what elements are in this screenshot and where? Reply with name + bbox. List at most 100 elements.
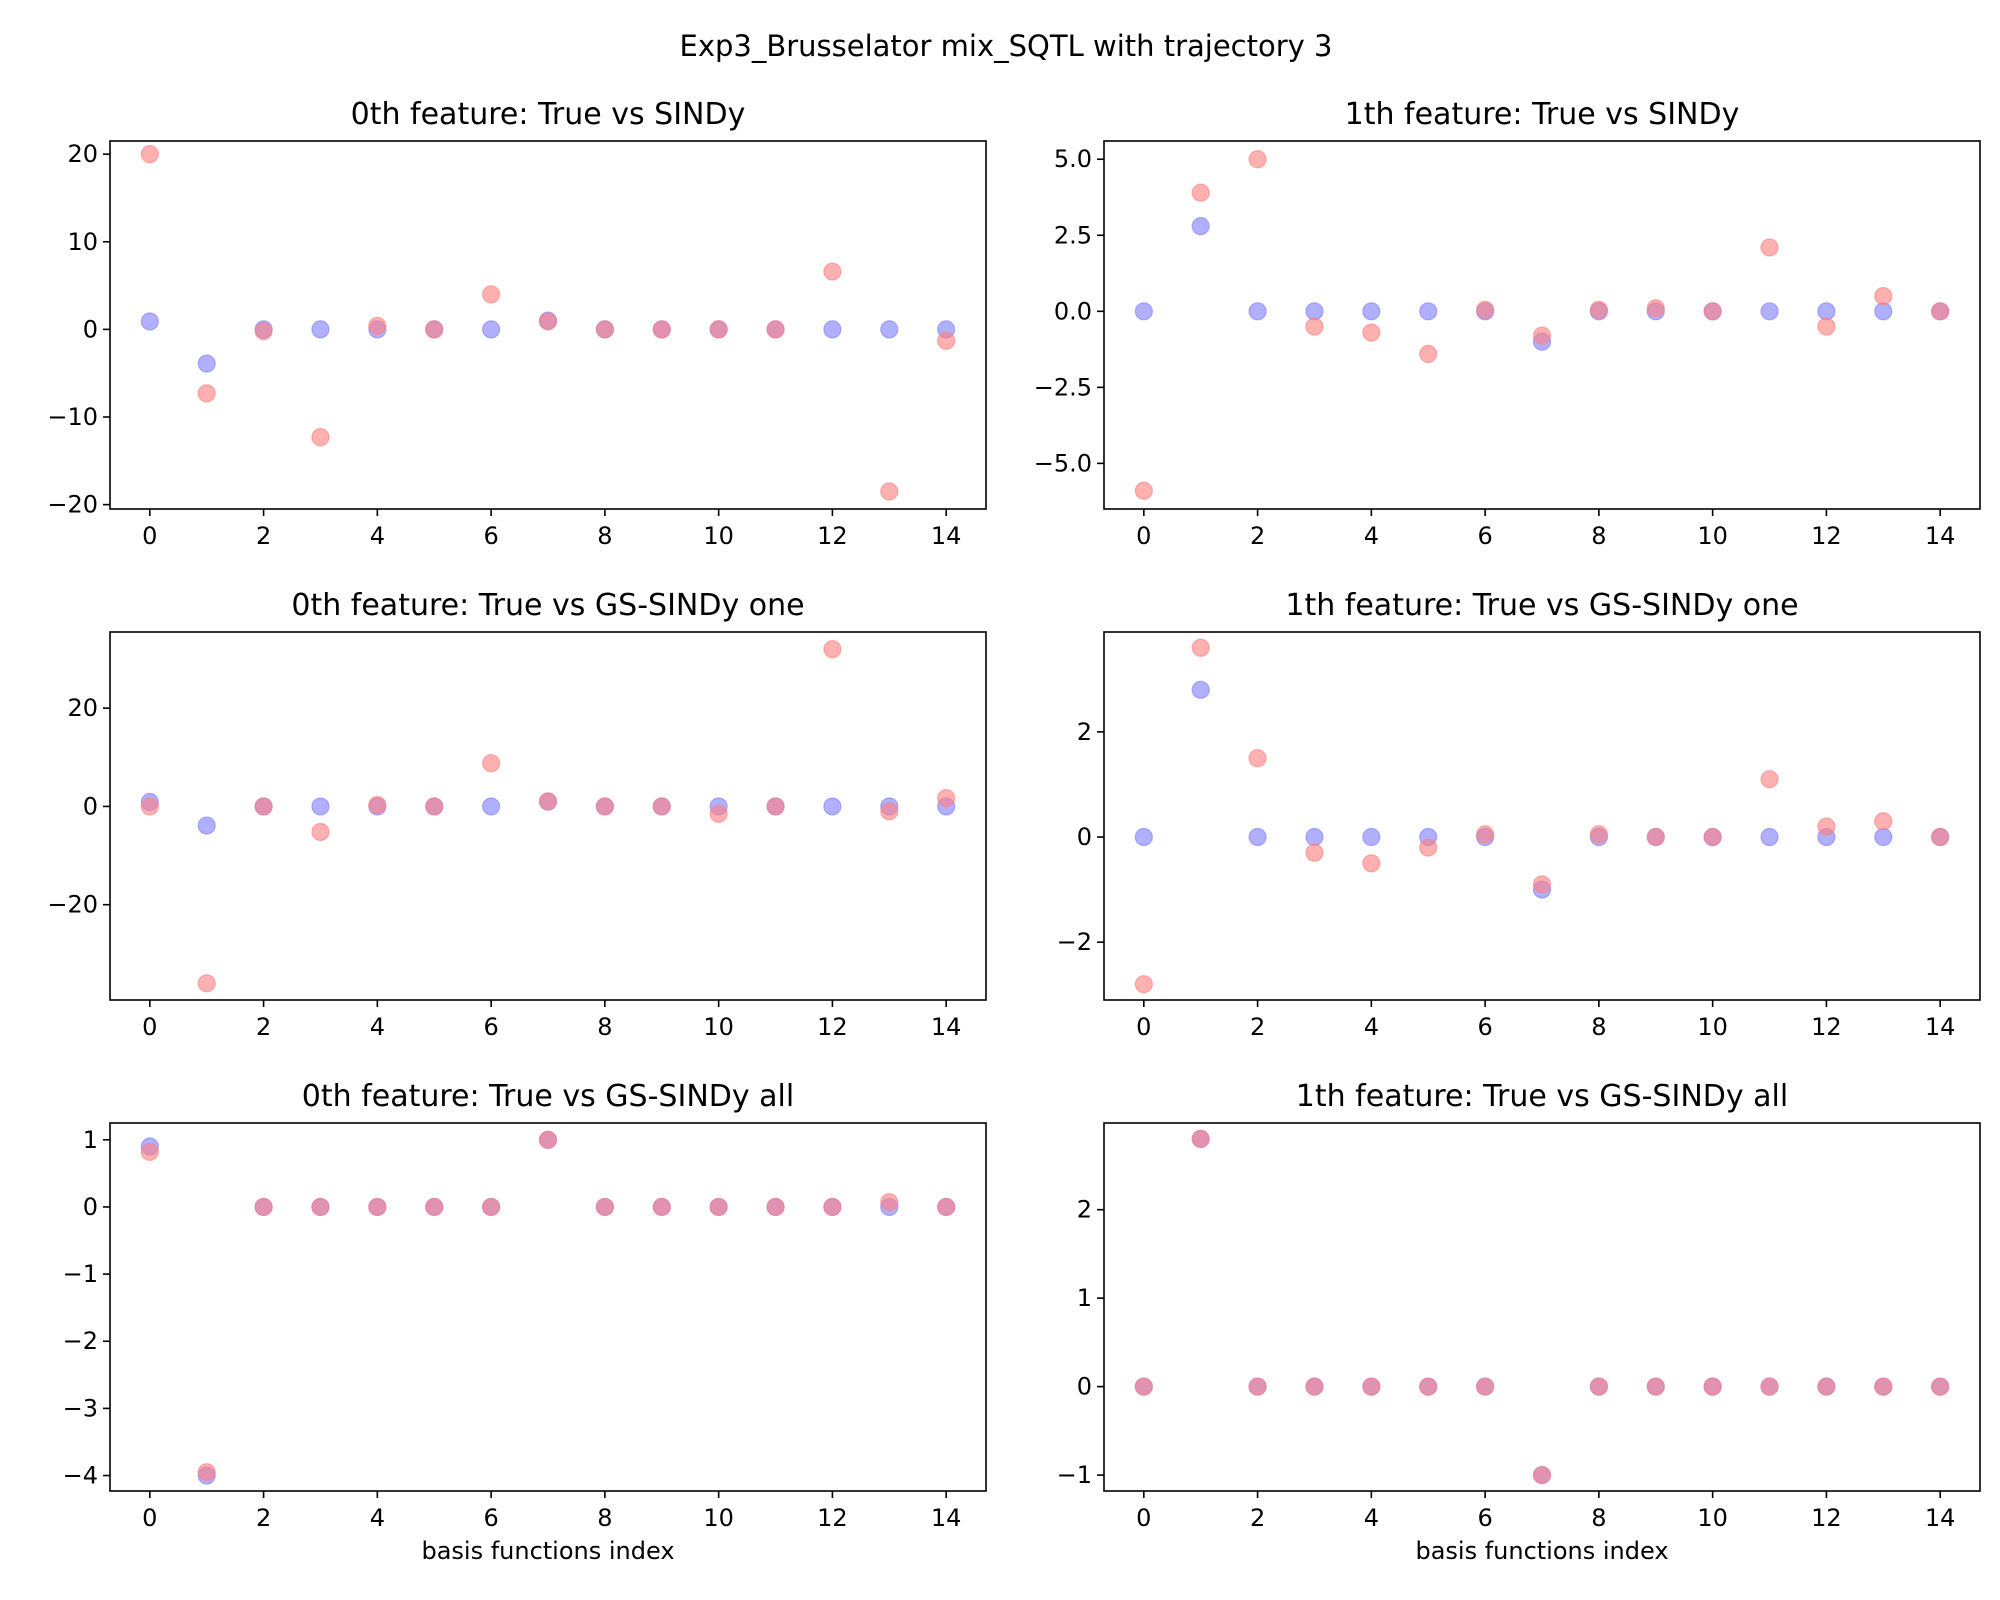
y-tick-label: −1 (1057, 1461, 1092, 1489)
data-point (709, 320, 728, 339)
data-point (766, 797, 785, 816)
x-tick-label: 6 (483, 1013, 498, 1041)
x-tick-label: 4 (370, 1013, 385, 1041)
data-point (1817, 302, 1836, 321)
axes-frame (1103, 631, 1981, 1001)
data-point (1760, 302, 1779, 321)
data-point (1362, 1377, 1381, 1396)
y-tick-label: 2.5 (1054, 221, 1092, 249)
series-1 (140, 145, 956, 501)
data-point (254, 322, 273, 341)
x-tick-label: 6 (483, 1504, 498, 1532)
data-point (823, 797, 842, 816)
x-tick-label: 12 (1811, 1504, 1842, 1532)
data-point (311, 797, 330, 816)
x-tick-label: 12 (817, 522, 848, 550)
data-point (1817, 1377, 1836, 1396)
series-0 (140, 1130, 956, 1485)
data-point (1703, 302, 1722, 321)
x-tick-label: 10 (703, 522, 734, 550)
subplot-title: 1th feature: True vs GS-SINDy one (1285, 588, 1798, 623)
data-point (311, 428, 330, 447)
data-point (766, 320, 785, 339)
data-point (1362, 827, 1381, 847)
data-point (1931, 1377, 1950, 1396)
y-tick-label: −2 (1057, 928, 1092, 956)
x-tick-label: 2 (1250, 522, 1265, 550)
data-point (1703, 1377, 1722, 1396)
data-point (425, 320, 444, 339)
data-point (1589, 300, 1608, 319)
data-point (937, 788, 956, 808)
x-tick-label: 4 (1364, 522, 1379, 550)
y-tick-label: 20 (67, 140, 98, 168)
x-tick-label: 4 (1364, 1504, 1379, 1532)
data-point (538, 1130, 558, 1149)
x-tick-label: 10 (703, 1013, 734, 1041)
data-point (1134, 975, 1153, 994)
x-tick-label: 0 (142, 1013, 157, 1041)
y-tick-label: −3 (63, 1394, 98, 1422)
series-1 (140, 640, 956, 993)
data-point (1532, 1465, 1552, 1485)
y-tick-label: 10 (67, 228, 98, 256)
x-tick-label: 2 (256, 522, 271, 550)
axes-frame (1103, 1122, 1981, 1492)
data-point (1248, 302, 1267, 321)
x-tick-label: 14 (1925, 1013, 1956, 1041)
data-point (880, 482, 899, 501)
data-point (823, 1197, 842, 1217)
data-point (1134, 481, 1153, 500)
y-tick-label: −10 (47, 403, 98, 431)
y-tick-label: 0.0 (1054, 297, 1092, 325)
y-tick-label: 2 (1077, 1196, 1092, 1224)
data-point (1134, 1377, 1153, 1396)
data-point (1931, 827, 1950, 847)
data-point (482, 285, 501, 304)
data-point (1134, 302, 1153, 321)
data-point (1646, 299, 1665, 318)
data-point (1760, 238, 1779, 257)
y-tick-label: 0 (83, 792, 98, 820)
x-tick-label: 10 (1697, 1013, 1728, 1041)
data-point (1760, 1377, 1779, 1396)
series-1 (140, 1130, 956, 1482)
data-point (1476, 300, 1495, 319)
subplot-title: 1th feature: True vs SINDy (1345, 97, 1740, 132)
x-tick-label: 2 (256, 1013, 271, 1041)
data-point (595, 797, 614, 816)
axes-frame (109, 1122, 987, 1492)
x-tick-label: 0 (1136, 522, 1151, 550)
x-tick-label: 8 (597, 1504, 612, 1532)
axes-frame (109, 631, 987, 1001)
y-tick-label: 0 (1077, 823, 1092, 851)
x-tick-label: 4 (370, 522, 385, 550)
series-1 (1134, 1129, 1950, 1485)
data-point (1191, 638, 1210, 657)
data-point (425, 797, 444, 816)
y-tick-label: 0 (83, 1193, 98, 1221)
data-point (937, 1197, 956, 1217)
y-tick-label: −1 (63, 1260, 98, 1288)
x-tick-label: 14 (931, 1013, 962, 1041)
x-tick-label: 0 (1136, 1013, 1151, 1041)
data-point (652, 797, 671, 816)
data-point (482, 797, 501, 816)
data-point (1191, 183, 1210, 202)
y-tick-label: −20 (47, 491, 98, 519)
data-point (1532, 875, 1552, 894)
data-point (1134, 827, 1153, 847)
data-point (538, 792, 558, 811)
subplot-3: 1th feature: True vs GS-SINDy one 0 2 4 6 8 10… (1057, 588, 1981, 1041)
data-point (1817, 317, 1836, 336)
data-point (1817, 817, 1836, 836)
data-point (311, 822, 330, 842)
x-tick-label: 4 (1364, 1013, 1379, 1041)
data-point (1646, 827, 1665, 847)
data-point (254, 1197, 273, 1217)
data-point (1362, 854, 1381, 873)
data-point (1760, 827, 1779, 847)
subplot-title: 0th feature: True vs GS-SINDy one (291, 588, 804, 623)
x-tick-label: 0 (1136, 1504, 1151, 1532)
